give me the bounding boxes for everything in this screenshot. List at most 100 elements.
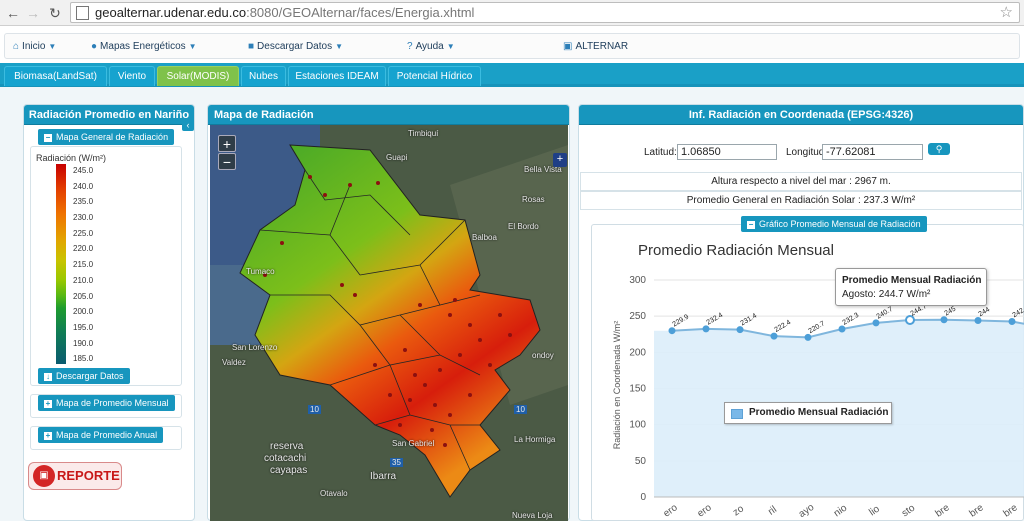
data-point (668, 327, 676, 335)
x-tick-label: ero (661, 502, 680, 520)
legend-value: 205.0 (73, 291, 94, 301)
menu-inicio[interactable]: ⌂ Inicio ▼ (13, 41, 57, 52)
zoom-in-button[interactable]: + (218, 135, 236, 152)
pdf-icon: ▣ (33, 465, 55, 487)
legend-container (30, 146, 182, 386)
label-otavalo: Otavalo (320, 489, 348, 498)
data-label: 222.4 (774, 319, 793, 334)
bookmark-star-icon[interactable]: ☆ (999, 4, 1013, 21)
tab-viento[interactable]: Viento (109, 66, 155, 86)
legend-value: 220.0 (73, 244, 94, 254)
menu-descargar-datos[interactable]: ■ Descargar Datos ▼ (248, 41, 343, 52)
help-icon: ? (407, 41, 413, 52)
browser-toolbar: ← → ↻ geoalternar.udenar.edu.co:8080/GEO… (0, 0, 1024, 26)
x-tick-label: bre (1001, 502, 1020, 520)
plus-icon: + (44, 431, 52, 440)
layer-switcher-button[interactable]: + (553, 153, 567, 167)
data-point (1008, 318, 1016, 326)
y-tick-label: 150 (629, 384, 646, 395)
annual-map-button[interactable]: + Mapa de Promedio Anual (38, 427, 164, 443)
data-point (770, 332, 778, 340)
caret-down-icon: ▼ (335, 42, 343, 51)
person-icon: ● (91, 41, 98, 52)
plus-icon: + (44, 399, 52, 408)
data-point (974, 317, 982, 325)
download-data-button[interactable]: ↓ Descargar Datos (38, 368, 130, 384)
menu-mapas-energeticos[interactable]: ● Mapas Energéticos ▼ (91, 41, 197, 52)
data-label: 240.7 (876, 306, 895, 321)
label-la-hormiga: La Hormiga (514, 435, 556, 444)
reload-icon[interactable]: ↻ (49, 5, 61, 21)
label-road-10: 10 (308, 405, 321, 414)
tooltip-value: Agosto: 244.7 W/m² (842, 289, 931, 300)
report-button[interactable]: ▣ REPORTE (28, 462, 122, 490)
energy-tabs: Biomasa(LandSat) Viento Solar(MODIS) Nub… (0, 63, 1024, 87)
page-icon (76, 6, 89, 20)
label-road-10b: 10 (514, 405, 527, 414)
data-point (905, 315, 915, 326)
legend-value: 185.0 (73, 354, 94, 364)
zoom-out-button[interactable]: − (218, 153, 236, 170)
url-text: geoalternar.udenar.edu.co:8080/GEOAltern… (95, 5, 475, 20)
right-panel-title: Inf. Radiación en Coordenada (EPSG:4326) (579, 105, 1023, 125)
legend-value: 215.0 (73, 260, 94, 270)
tab-solar[interactable]: Solar(MODIS) (157, 66, 239, 86)
chart-toggle-button[interactable]: − Gráfico Promedio Mensual de Radiación (741, 216, 927, 232)
latitude-label: Latitud: (644, 147, 677, 158)
collapse-arrow-icon[interactable]: ‹ (182, 119, 194, 131)
altitude-info: Altura respecto a nivel del mar : 2967 m… (580, 172, 1022, 191)
monthly-map-button[interactable]: + Mapa de Promedio Mensual (38, 395, 175, 411)
minus-icon: − (747, 220, 755, 229)
label-san-lorenzo: San Lorenzo (232, 343, 278, 352)
x-tick-label: ril (766, 504, 779, 517)
legend-value: 210.0 (73, 275, 94, 285)
data-label: 242.6 (1012, 304, 1024, 319)
data-label: 232.4 (706, 312, 725, 327)
y-tick-label: 200 (629, 347, 646, 358)
series-line (671, 318, 1024, 339)
left-panel: Radiación Promedio en Nariño (23, 104, 195, 521)
chart-tooltip: Promedio Mensual Radiación Agosto: 244.7… (835, 268, 987, 306)
label-cotacachi: cotacachi (264, 453, 307, 464)
radiation-info: Promedio General en Radiación Solar : 23… (580, 191, 1022, 210)
tab-nubes[interactable]: Nubes (241, 66, 286, 86)
forward-icon[interactable]: → (26, 5, 40, 21)
data-label: 232.3 (842, 312, 861, 327)
label-valdez: Valdez (222, 358, 246, 367)
search-icon: ⚲ (935, 144, 943, 154)
label-ibarra: Ibarra (370, 471, 397, 482)
legend-value: 225.0 (73, 228, 94, 238)
label-cayapas: cayapas (270, 465, 308, 476)
radiation-map[interactable]: Timbiquí Guapi Bella Vista Rosas El Bord… (210, 125, 568, 521)
data-point (872, 319, 880, 327)
map-canvas (210, 125, 568, 521)
label-road-35: 35 (390, 458, 403, 467)
legend-value: 245.0 (73, 166, 94, 175)
menu-ayuda[interactable]: ? Ayuda ▼ (407, 41, 455, 52)
tab-estaciones-ideam[interactable]: Estaciones IDEAM (288, 66, 386, 86)
menu-alternar[interactable]: ▣ ALTERNAR (563, 41, 629, 52)
back-icon[interactable]: ← (6, 5, 20, 21)
legend-swatch (731, 409, 743, 419)
label-guapi: Guapi (386, 153, 408, 162)
lock-icon: ■ (248, 41, 255, 52)
data-point (702, 325, 710, 333)
data-point (804, 333, 812, 341)
chart-legend[interactable]: Promedio Mensual Radiación (724, 402, 892, 424)
search-coordinate-button[interactable]: ⚲ (928, 143, 950, 155)
address-bar[interactable]: geoalternar.udenar.edu.co:8080/GEOAltern… (70, 2, 1020, 23)
y-tick-label: 0 (640, 492, 646, 503)
legend-label: Promedio Mensual Radiación (749, 407, 889, 418)
label-rosas: Rosas (522, 195, 545, 204)
legend-value: 235.0 (73, 197, 94, 207)
latitude-input[interactable] (677, 144, 777, 160)
longitude-input[interactable] (822, 144, 923, 160)
map-general-button[interactable]: − Mapa General de Radiación (38, 129, 175, 145)
longitude-label: Longitud: (786, 147, 828, 158)
label-san-gabriel: San Gabriel (392, 439, 435, 448)
label-el-bordo: El Bordo (508, 222, 539, 231)
tab-biomasa[interactable]: Biomasa(LandSat) (4, 66, 107, 86)
color-scale-bar (56, 164, 66, 364)
legend-value: 200.0 (73, 307, 94, 317)
tab-potencial-hidrico[interactable]: Potencial Hídrico (388, 66, 481, 86)
